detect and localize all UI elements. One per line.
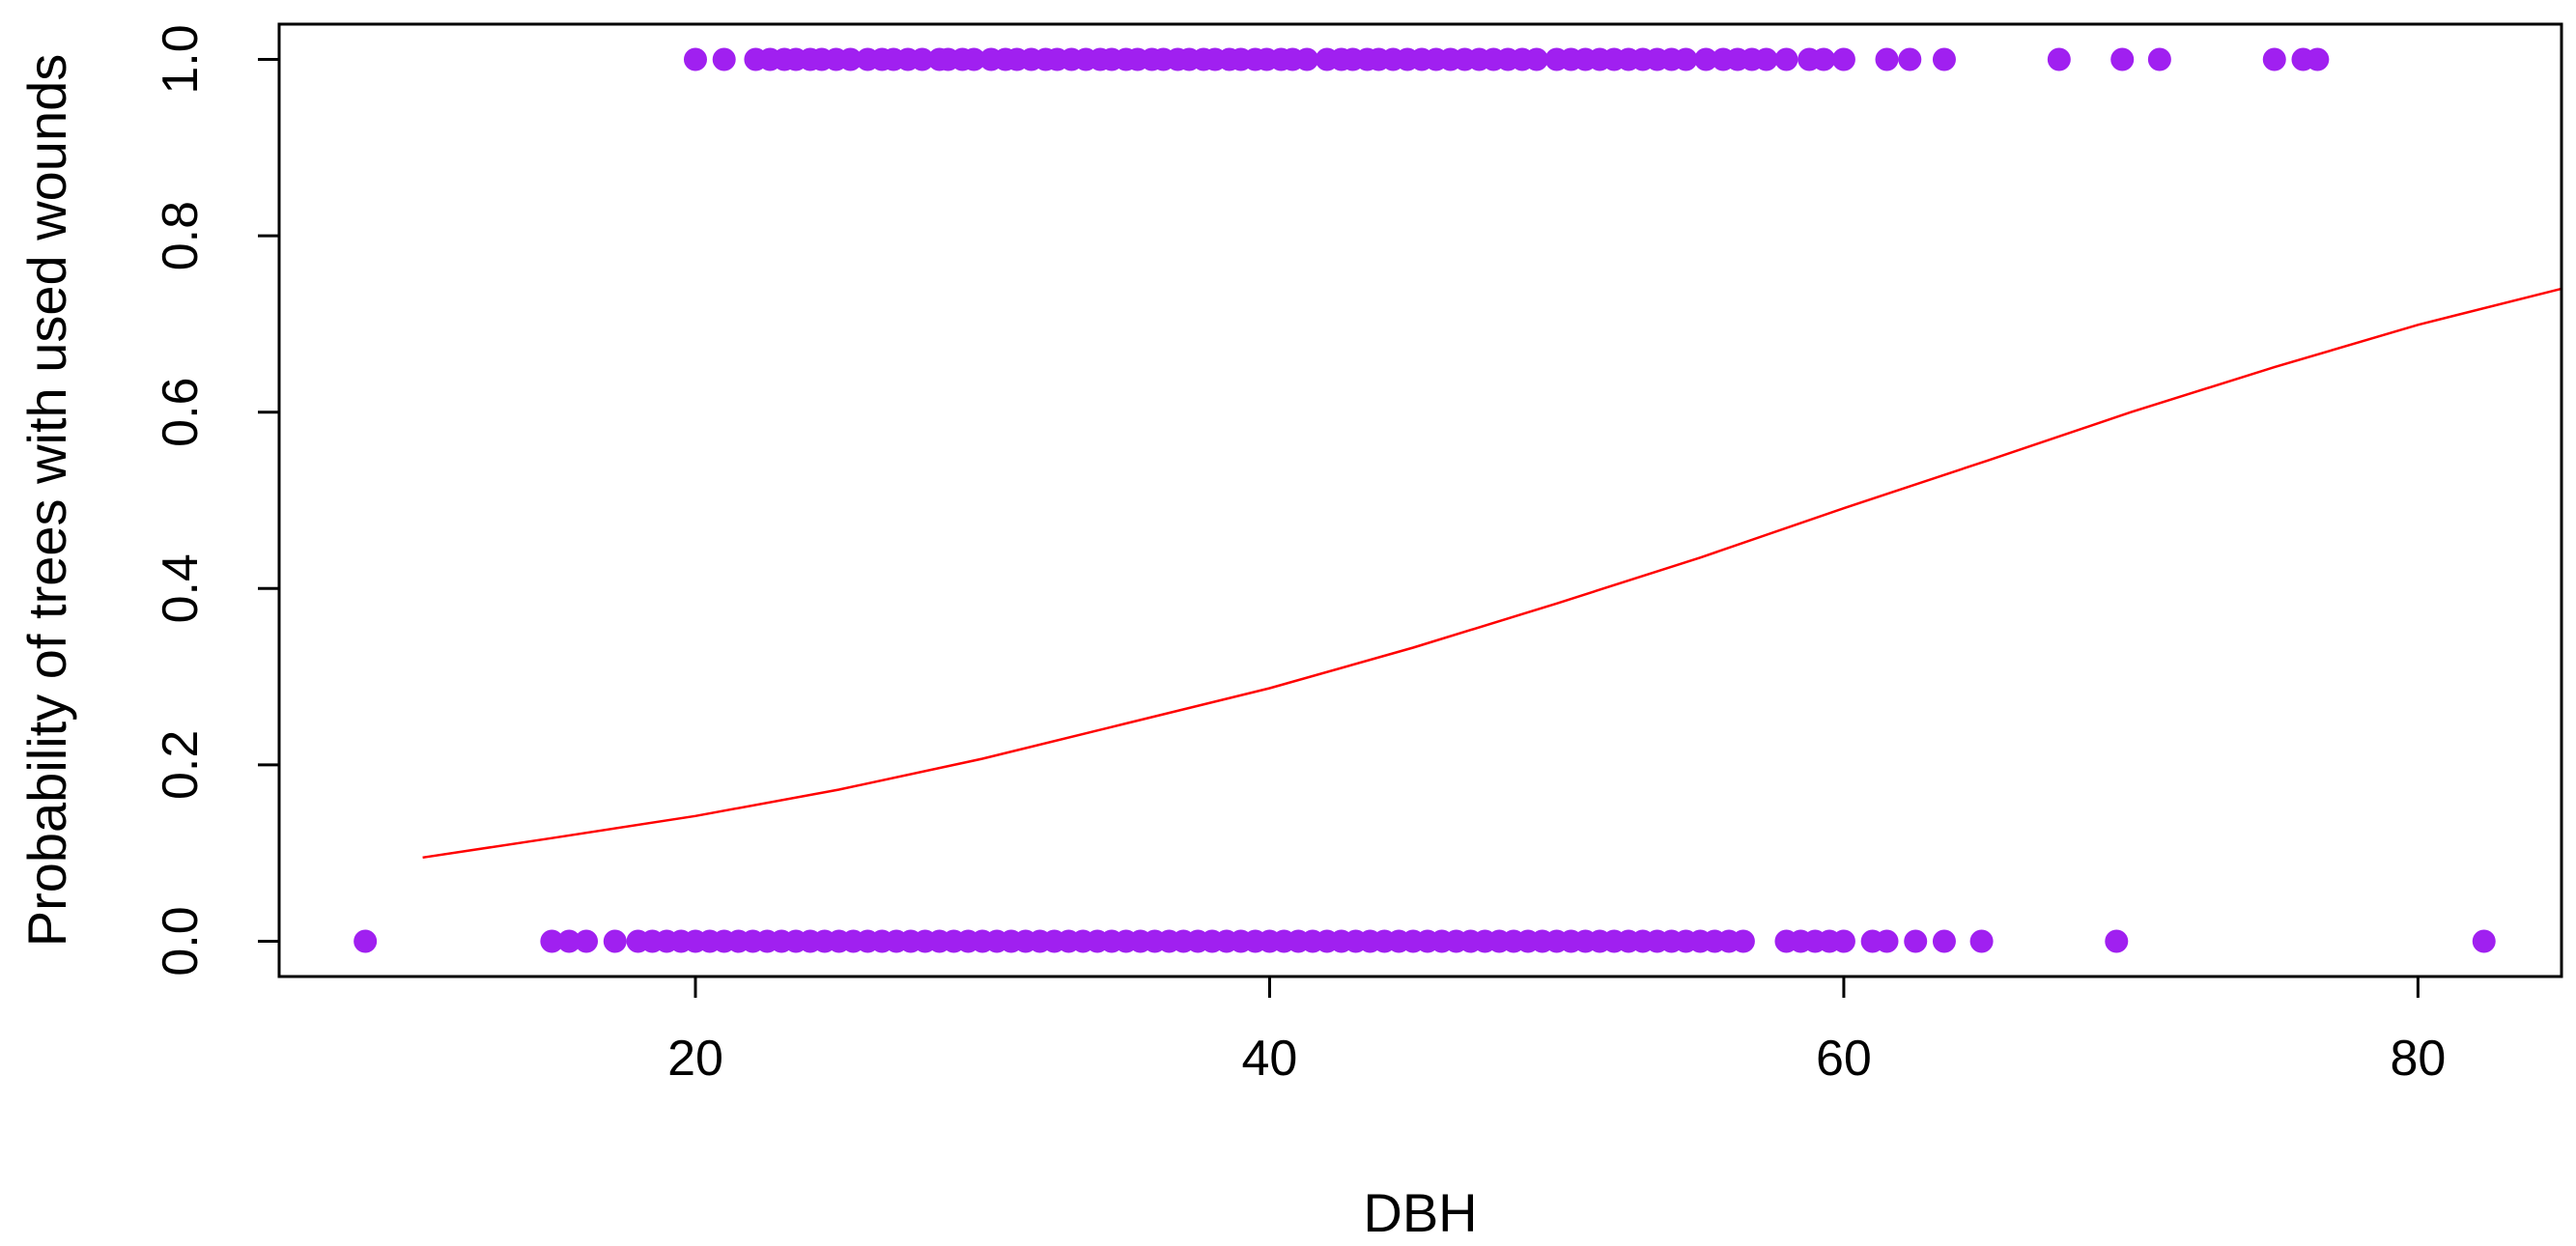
data-point [1898, 47, 1922, 71]
data-point [1831, 47, 1855, 71]
data-point [712, 47, 736, 71]
data-point [2306, 47, 2330, 71]
data-point [683, 47, 707, 71]
data-point [910, 47, 934, 71]
data-point [1524, 47, 1548, 71]
data-point [1694, 47, 1718, 71]
y-tick-label: 0.4 [153, 553, 209, 623]
y-axis: 0.0 0.2 0.4 0.6 0.8 1.0 [153, 24, 281, 977]
data-point [1812, 47, 1836, 71]
y-tick-label: 0.8 [153, 201, 209, 270]
y-tick-label: 1.0 [153, 24, 209, 94]
data-point [1831, 929, 1855, 953]
y-axis-title: Probability of trees with used wounds [16, 54, 77, 948]
data-point [962, 47, 986, 71]
data-point [1875, 47, 1899, 71]
x-axis: 20 40 60 80 [667, 975, 2446, 1087]
data-point [354, 929, 378, 953]
y-tick-label: 0.6 [153, 378, 209, 447]
data-point [2110, 47, 2135, 71]
data-point [2472, 929, 2496, 953]
data-point [1754, 47, 1778, 71]
data-point [2047, 47, 2071, 71]
y-tick-label: 0.2 [153, 730, 209, 800]
data-point [838, 47, 863, 71]
x-tick-label: 20 [667, 1031, 723, 1087]
data-point [1875, 929, 1899, 953]
data-point [1674, 47, 1698, 71]
data-point [603, 929, 627, 953]
data-point [540, 929, 564, 953]
data-point [2147, 47, 2171, 71]
data-point [1904, 929, 1928, 953]
data-point [1932, 929, 1956, 953]
y-tick-label: 0.0 [153, 906, 209, 976]
fitted-curve-layer [422, 287, 2562, 860]
data-point [1295, 47, 1319, 71]
data-point [1969, 929, 1994, 953]
data-point [2105, 929, 2129, 953]
x-tick-label: 60 [1816, 1031, 1872, 1087]
data-point [1731, 929, 1755, 953]
x-tick-label: 40 [1242, 1031, 1298, 1087]
x-tick-label: 80 [2390, 1031, 2446, 1087]
data-points-layer [354, 47, 2496, 953]
fitted-probability-curve [422, 287, 2562, 860]
data-point [1932, 47, 1956, 71]
x-axis-title: DBH [1363, 1182, 1477, 1243]
data-point [575, 929, 599, 953]
data-point [557, 929, 581, 953]
data-point [1774, 47, 1798, 71]
data-point [2262, 47, 2286, 71]
